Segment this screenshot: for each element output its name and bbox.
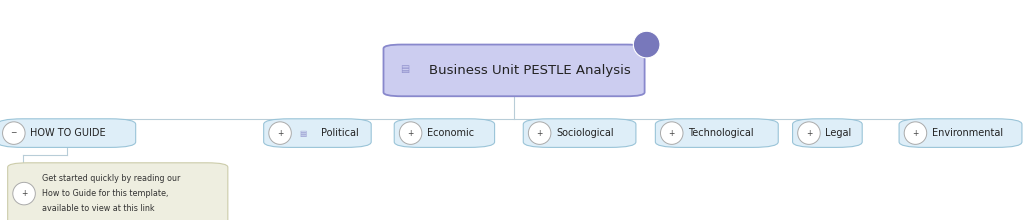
Ellipse shape xyxy=(528,122,551,144)
Text: Political: Political xyxy=(322,128,358,138)
Text: +: + xyxy=(912,129,919,138)
Ellipse shape xyxy=(268,122,292,144)
Text: +: + xyxy=(537,129,543,138)
FancyBboxPatch shape xyxy=(523,119,636,147)
Ellipse shape xyxy=(660,122,683,144)
Text: +: + xyxy=(408,129,414,138)
Text: +: + xyxy=(276,129,284,138)
Text: How to Guide for this template,: How to Guide for this template, xyxy=(43,189,169,198)
Text: ▤: ▤ xyxy=(400,64,410,74)
Text: Get started quickly by reading our: Get started quickly by reading our xyxy=(43,174,181,183)
FancyBboxPatch shape xyxy=(0,119,135,147)
Text: +: + xyxy=(806,129,812,138)
Ellipse shape xyxy=(633,31,659,58)
FancyBboxPatch shape xyxy=(655,119,778,147)
Text: Environmental: Environmental xyxy=(932,128,1002,138)
FancyBboxPatch shape xyxy=(8,163,227,220)
Text: −: − xyxy=(10,129,17,138)
Ellipse shape xyxy=(2,122,25,144)
Text: +: + xyxy=(20,189,28,198)
FancyBboxPatch shape xyxy=(264,119,371,147)
Ellipse shape xyxy=(13,182,35,205)
Text: ▤: ▤ xyxy=(299,129,306,138)
FancyBboxPatch shape xyxy=(383,44,645,96)
Text: +: + xyxy=(669,129,675,138)
Text: available to view at this link: available to view at this link xyxy=(43,204,155,213)
Text: Technological: Technological xyxy=(688,128,754,138)
Text: Legal: Legal xyxy=(825,128,852,138)
FancyBboxPatch shape xyxy=(793,119,862,147)
Ellipse shape xyxy=(399,122,422,144)
Ellipse shape xyxy=(904,122,927,144)
FancyBboxPatch shape xyxy=(899,119,1022,147)
FancyBboxPatch shape xyxy=(394,119,495,147)
Text: Business Unit PESTLE Analysis: Business Unit PESTLE Analysis xyxy=(428,64,631,77)
Text: Sociological: Sociological xyxy=(556,128,613,138)
Ellipse shape xyxy=(798,122,820,144)
Text: Economic: Economic xyxy=(427,128,474,138)
Text: HOW TO GUIDE: HOW TO GUIDE xyxy=(31,128,105,138)
